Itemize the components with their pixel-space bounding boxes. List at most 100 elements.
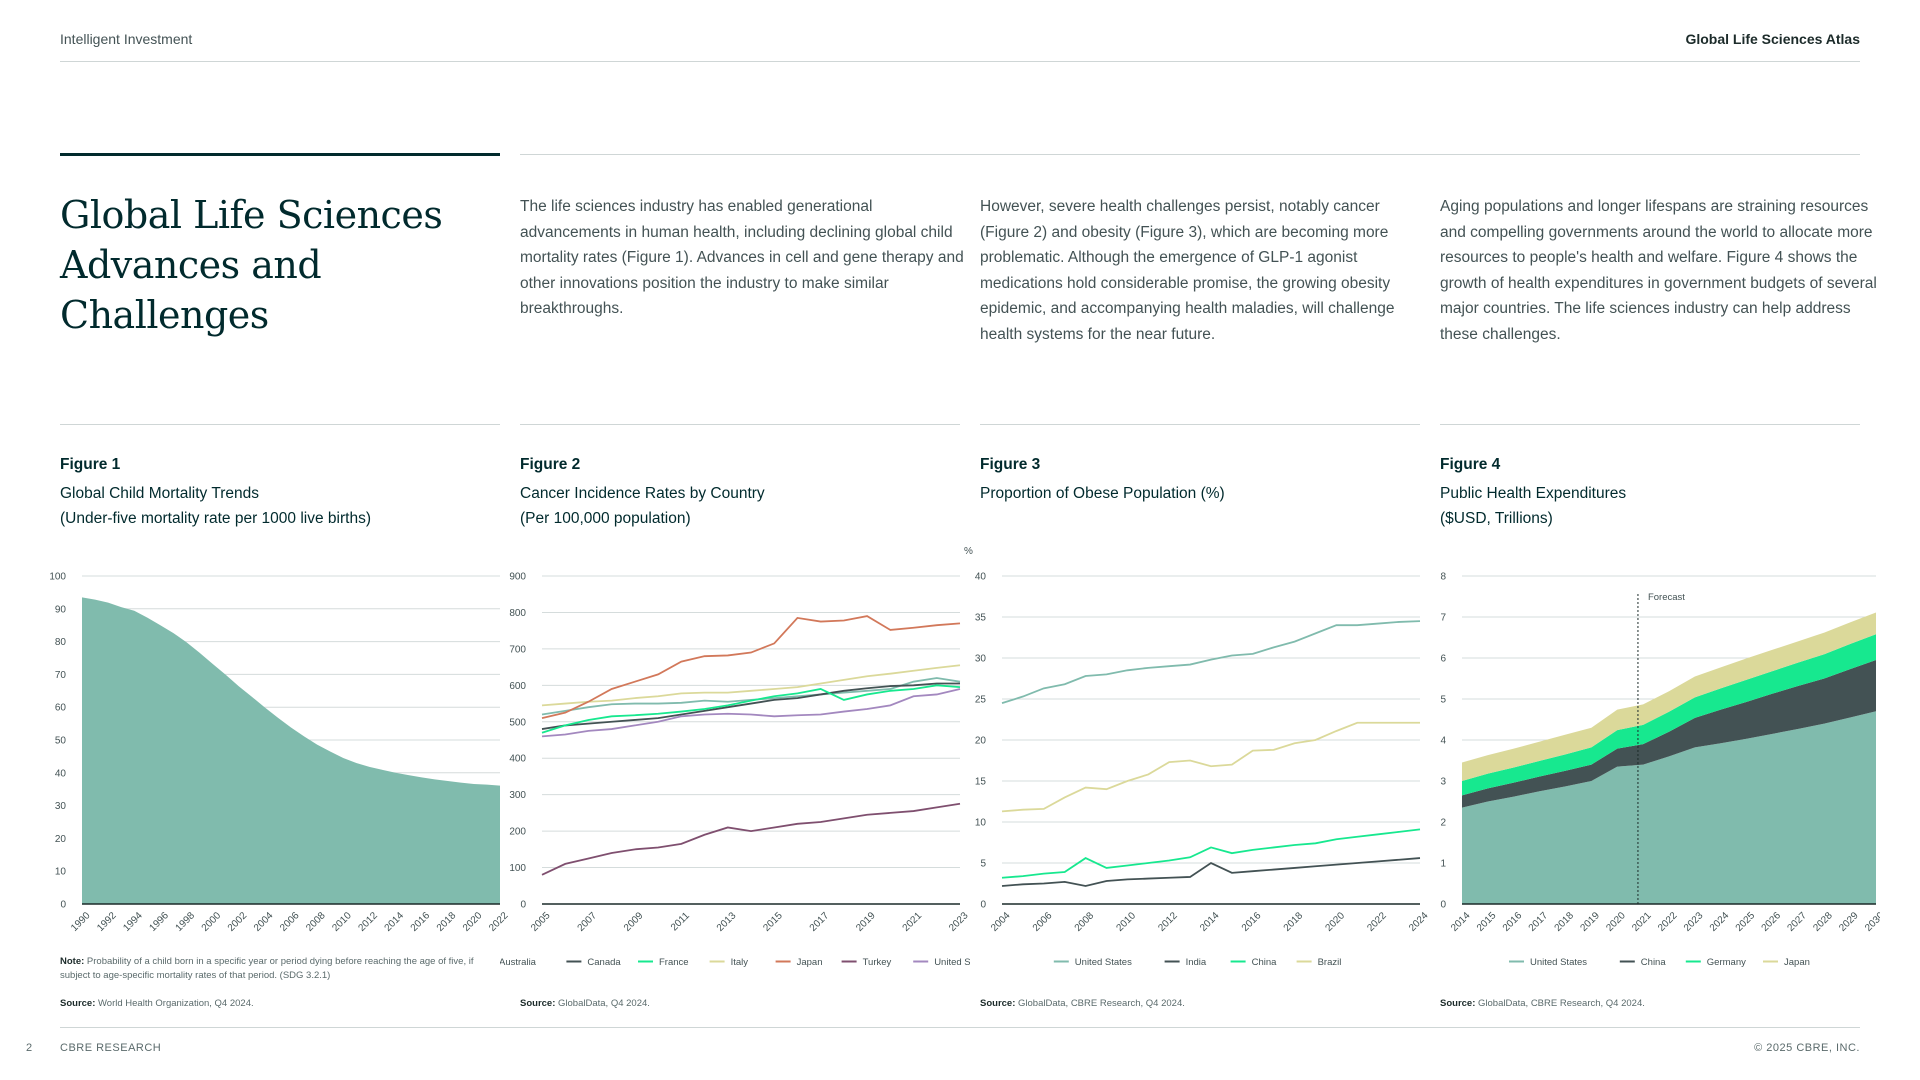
line-series-canada: [541, 682, 960, 730]
y-tick-label: 5: [980, 859, 986, 870]
figure-1-svg: 0 10 20 30 40 50 60 70 80 90 100 1990 1992 1994 1996 19…: [49, 572, 511, 934]
x-tick-label: 2016: [1240, 910, 1264, 934]
header-right-label: Global Life Sciences Atlas: [1685, 31, 1860, 47]
x-tick-label: 2007: [576, 910, 600, 934]
legend-label: Brazil: [1318, 957, 1342, 968]
x-tick-label: 2016: [409, 910, 433, 934]
x-tick-label: 2020: [1323, 910, 1347, 934]
x-tick-label: 2005: [529, 910, 553, 934]
figure-1-title-line1: Global Child Mortality Trends: [60, 485, 259, 502]
x-tick-label: 2010: [330, 910, 354, 934]
footer-copyright: © 2025 CBRE, INC.: [1754, 1042, 1860, 1054]
figure-2-label: Figure 2: [520, 456, 581, 473]
y-tick-label: 40: [975, 572, 987, 583]
figure-2-title-line1: Cancer Incidence Rates by Country: [520, 485, 765, 502]
figure-3-rule: [980, 424, 1420, 425]
note-text: Probability of a child born in a specifi…: [60, 956, 474, 981]
forecast-label: Forecast: [1648, 592, 1685, 603]
x-tick-label: 2018: [1282, 910, 1306, 934]
y-tick-label: 0: [60, 900, 66, 911]
source-text: GlobalData, CBRE Research, Q4 2024.: [1018, 998, 1185, 1009]
x-tick-label: 2030: [1863, 910, 1880, 934]
y-tick-label: 600: [509, 681, 526, 692]
line-series-italy: [541, 664, 961, 707]
x-tick-label: 2029: [1837, 910, 1861, 934]
figure-1-title: Global Child Mortality Trends (Under-fiv…: [60, 481, 500, 531]
y-tick-label: 10: [975, 818, 987, 829]
source-label: Source:: [520, 998, 556, 1009]
x-tick-label: 2012: [1156, 910, 1180, 934]
y-tick-label: 80: [55, 637, 67, 648]
figure-2-title-line2: (Per 100,000 population): [520, 510, 691, 527]
figure-4-title-line2: ($USD, Trillions): [1440, 510, 1553, 527]
y-tick-label: 5: [1440, 695, 1446, 706]
x-tick-label: 2015: [761, 910, 785, 934]
legend-label: Italy: [731, 957, 749, 968]
title-rule: [60, 153, 500, 156]
x-tick-label: 2009: [622, 910, 646, 934]
figure-3-source: Source: GlobalData, CBRE Research, Q4 20…: [980, 998, 1185, 1009]
area-series-japan: [1462, 612, 1876, 781]
x-tick-label: 1994: [121, 910, 145, 934]
x-tick-label: 2011: [669, 910, 692, 933]
legend-label: Australia: [500, 957, 537, 968]
y-tick-label: 6: [1440, 654, 1446, 665]
source-label: Source:: [980, 998, 1016, 1009]
x-tick-label: 2024: [1708, 910, 1732, 934]
section-rule: [520, 154, 1860, 155]
source-text: GlobalData, Q4 2024.: [558, 998, 650, 1009]
legend-label: Japan: [797, 957, 823, 968]
y-tick-label: 4: [1440, 736, 1446, 747]
legend-label: United States: [934, 957, 970, 968]
page-number: 2: [26, 1042, 33, 1054]
legend-label: Germany: [1707, 957, 1746, 968]
y-tick-label: 7: [1440, 613, 1446, 624]
x-tick-label: 2015: [1475, 910, 1499, 934]
legend-label: United States: [1530, 957, 1587, 968]
x-tick-label: 2019: [1578, 910, 1602, 934]
figure-2-title: Cancer Incidence Rates by Country (Per 1…: [520, 481, 960, 531]
x-tick-label: 2014: [383, 910, 407, 934]
y-tick-label: 100: [509, 863, 526, 874]
line-series-brazil: [1001, 721, 1420, 813]
figure-4-label: Figure 4: [1440, 456, 1501, 473]
paragraph-1: The life sciences industry has enabled g…: [520, 198, 964, 317]
y-tick-label: 100: [49, 572, 66, 583]
area-series-china: [1462, 660, 1876, 808]
area-series-germany: [1462, 634, 1876, 796]
line-series-china: [1001, 828, 1421, 879]
x-tick-label: 2026: [1760, 910, 1784, 934]
x-tick-label: 2018: [1553, 910, 1577, 934]
figure-4-rule: [1440, 424, 1860, 425]
y-tick-label: 3: [1440, 777, 1446, 788]
source-label: Source:: [60, 998, 96, 1009]
x-tick-label: 1992: [95, 910, 119, 934]
figure-3-title: Proportion of Obese Population (%): [980, 481, 1420, 506]
legend-label: France: [659, 957, 689, 968]
y-tick-label: 30: [975, 654, 987, 665]
x-tick-label: 2008: [1073, 910, 1097, 934]
x-tick-label: 2020: [461, 910, 485, 934]
y-tick-label: 300: [509, 790, 526, 801]
y-tick-label: 35: [975, 613, 987, 624]
legend-label: China: [1641, 957, 1667, 968]
figure-1-source: Source: World Health Organization, Q4 20…: [60, 998, 254, 1009]
area-series-united-states: [1462, 711, 1876, 904]
x-tick-label: 2010: [1114, 910, 1138, 934]
x-tick-label: 2021: [901, 910, 925, 934]
y-axis-label: %: [964, 546, 973, 557]
x-tick-label: 1996: [147, 910, 171, 934]
x-tick-label: 2014: [1198, 910, 1222, 934]
line-series-japan: [541, 615, 961, 720]
y-tick-label: 20: [55, 834, 67, 845]
y-tick-label: 400: [509, 754, 526, 765]
y-tick-label: 0: [1440, 900, 1446, 911]
footer-left-label: CBRE RESEARCH: [60, 1042, 162, 1054]
figure-1-label: Figure 1: [60, 456, 121, 473]
x-tick-label: 2006: [278, 910, 302, 934]
legend-label: Canada: [587, 957, 621, 968]
legend-label: Turkey: [863, 957, 892, 968]
x-tick-label: 2012: [356, 910, 380, 934]
line-series-turkey: [541, 802, 961, 876]
